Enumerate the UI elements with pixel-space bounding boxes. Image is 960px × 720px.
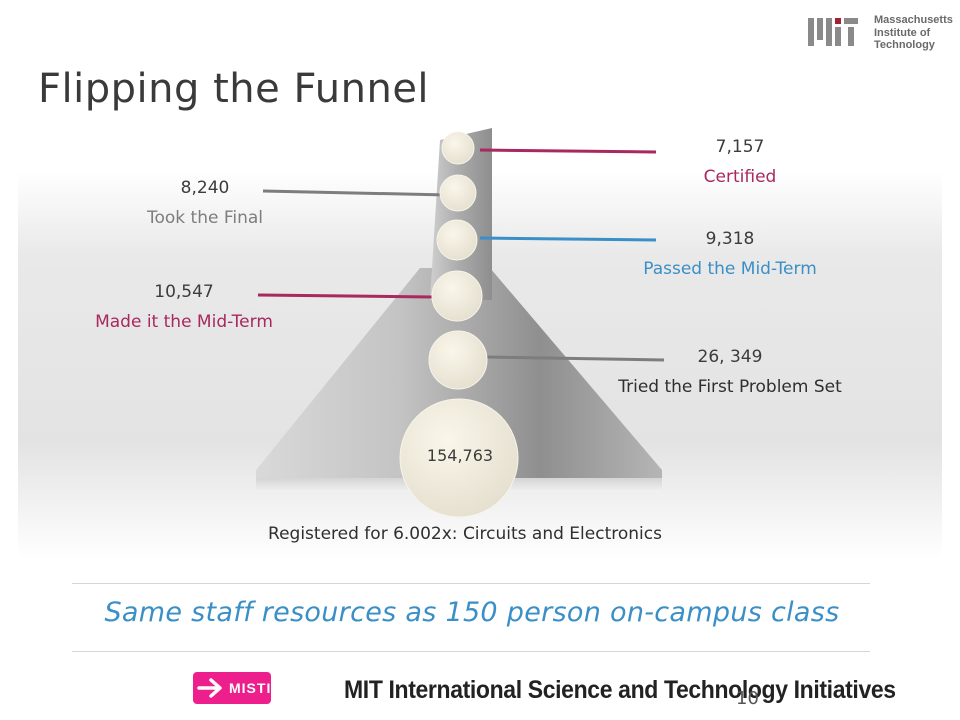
- mit-logo: [808, 18, 858, 46]
- stage-name: Made it the Mid-Term: [95, 312, 273, 332]
- logo-line-2: Institute of: [874, 26, 931, 39]
- misti-badge-text: MISTI: [229, 680, 272, 696]
- stage-name: Certified: [703, 167, 777, 187]
- stage-circle-certified: [441, 131, 475, 165]
- leader-passed-midterm: [479, 236, 657, 242]
- funnel-neck: [430, 128, 492, 300]
- stage-circle-passed-midterm: [436, 219, 478, 261]
- stage-circle-took-final: [439, 174, 477, 212]
- tagline: Same staff resources as 150 person on-ca…: [104, 597, 840, 628]
- stage-label-made-midterm: 10,547 Made it the Mid-Term: [74, 277, 294, 337]
- page-title: Flipping the Funnel: [38, 66, 430, 112]
- arrow-right-icon: [197, 678, 222, 698]
- stage-label-certified: 7,157 Certified: [650, 132, 830, 192]
- logo-line-3: Technology: [874, 39, 935, 51]
- registered-count: 154,763: [426, 446, 494, 465]
- stage-value: 10,547: [154, 282, 214, 302]
- stage-circle-first-problem-set: [428, 330, 488, 390]
- stage-label-took-final: 8,240 Took the Final: [105, 173, 305, 233]
- logo-line-1: Massachusetts: [874, 14, 953, 26]
- leader-took-final: [262, 189, 449, 197]
- stage-label-first-problem-set: 26, 349 Tried the First Problem Set: [596, 342, 864, 402]
- divider-top: [72, 583, 870, 584]
- footer-text: MIT International Science and Technology…: [344, 676, 896, 704]
- registered-caption: Registered for 6.002x: Circuits and Elec…: [268, 524, 662, 544]
- stage-name: Took the Final: [146, 208, 264, 228]
- stage-name: Passed the Mid-Term: [643, 259, 817, 279]
- stage-name: Tried the First Problem Set: [618, 377, 842, 397]
- leader-made-midterm: [257, 293, 433, 299]
- stage-label-passed-midterm: 9,318 Passed the Mid-Term: [620, 224, 840, 284]
- slide-number: 10: [736, 688, 759, 709]
- divider-bottom: [72, 651, 870, 652]
- mit-logo-text: Massachusetts Institute of Technology: [874, 14, 953, 52]
- stage-value: 9,318: [705, 229, 755, 249]
- misti-badge: MISTI: [193, 672, 271, 704]
- stage-value: 26, 349: [697, 347, 763, 367]
- stage-circle-made-midterm: [431, 270, 483, 322]
- stage-value: 8,240: [180, 178, 230, 198]
- stage-value: 7,157: [715, 137, 765, 157]
- stage-circle-registered: [399, 398, 519, 518]
- leader-certified: [479, 148, 657, 154]
- leader-first-problem-set: [485, 355, 665, 362]
